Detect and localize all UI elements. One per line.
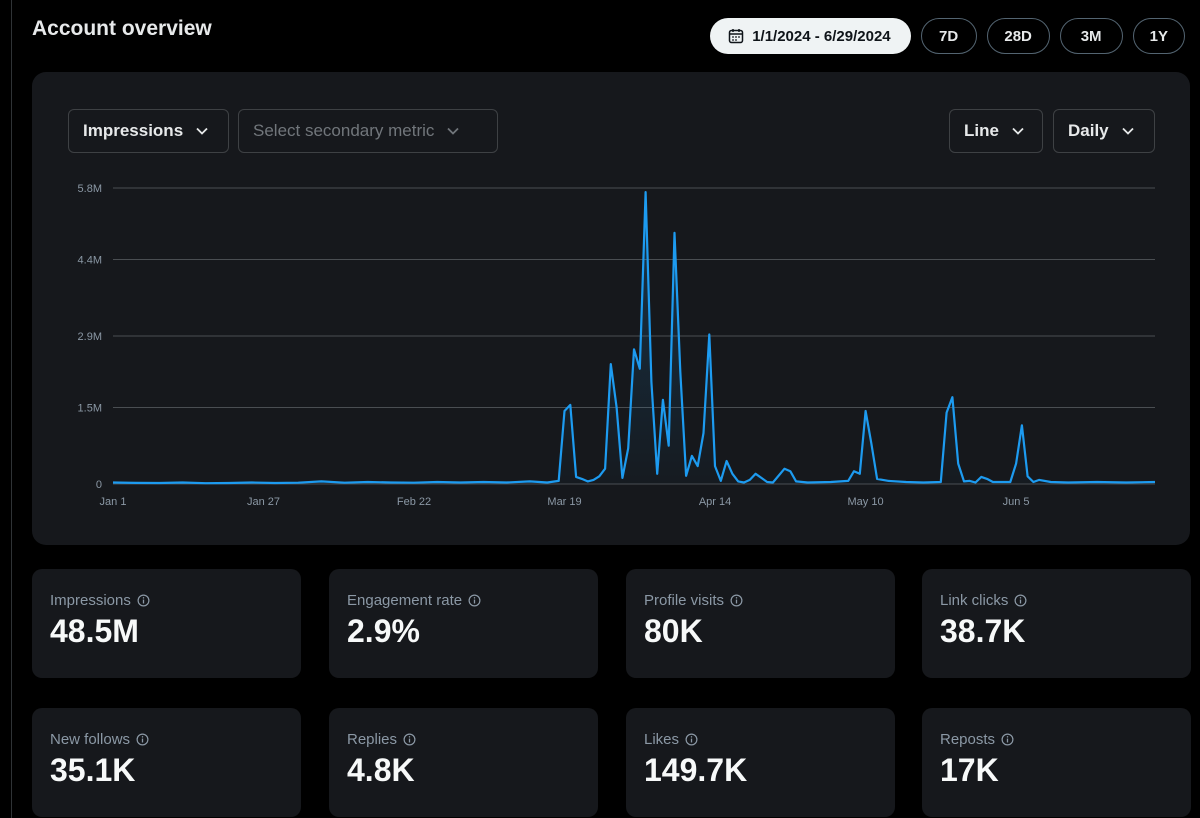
- stat-value: 2.9%: [347, 613, 420, 649]
- x-tick-label: Jan 27: [247, 496, 280, 508]
- info-icon[interactable]: [468, 594, 481, 607]
- info-icon[interactable]: [136, 733, 149, 746]
- stat-value: 80K: [644, 613, 703, 649]
- stat-card-replies[interactable]: Replies 4.8K: [329, 708, 598, 817]
- interval-label: Daily: [1068, 121, 1109, 140]
- info-icon[interactable]: [403, 733, 416, 746]
- stat-card-link-clicks[interactable]: Link clicks 38.7K: [922, 569, 1191, 678]
- impressions-line[interactable]: [112, 191, 1156, 485]
- page-title: Account overview: [32, 17, 212, 40]
- stat-card-likes[interactable]: Likes 149.7K: [626, 708, 895, 817]
- secondary-metric-placeholder: Select secondary metric: [253, 121, 435, 140]
- stat-value: 35.1K: [50, 752, 136, 788]
- chevron-down-icon: [1122, 127, 1134, 135]
- range-3m-button[interactable]: 3M: [1059, 18, 1123, 54]
- stat-value: 4.8K: [347, 752, 415, 788]
- stat-label: Link clicks: [940, 592, 1009, 609]
- impressions-area: [113, 192, 1155, 484]
- primary-metric-label: Impressions: [83, 121, 184, 140]
- y-tick-label: 0: [96, 479, 102, 491]
- range-1y-button[interactable]: 1Y: [1132, 18, 1185, 54]
- stat-label: Replies: [347, 731, 398, 748]
- y-tick-label: 1.5M: [78, 402, 102, 414]
- info-icon[interactable]: [1001, 733, 1014, 746]
- stat-label: New follows: [50, 731, 131, 748]
- stat-value: 149.7K: [644, 752, 748, 788]
- info-icon[interactable]: [730, 594, 743, 607]
- date-range-bar: 1/1/2024 - 6/29/2024 7D 28D 3M 1Y: [710, 18, 1185, 54]
- date-range-button[interactable]: 1/1/2024 - 6/29/2024: [710, 18, 911, 54]
- stat-card-impressions[interactable]: Impressions 48.5M: [32, 569, 301, 678]
- chevron-down-icon: [1012, 127, 1024, 135]
- range-28d-button[interactable]: 28D: [986, 18, 1050, 54]
- x-tick-label: Apr 14: [699, 496, 731, 508]
- info-icon[interactable]: [1014, 594, 1027, 607]
- stat-value: 17K: [940, 752, 999, 788]
- x-tick-label: Jan 1: [100, 496, 127, 508]
- info-icon[interactable]: [137, 594, 150, 607]
- y-tick-label: 4.4M: [78, 254, 102, 266]
- x-tick-label: Mar 19: [547, 496, 581, 508]
- stat-card-new-follows[interactable]: New follows 35.1K: [32, 708, 301, 817]
- range-7d-button[interactable]: 7D: [920, 18, 977, 54]
- stat-value: 38.7K: [940, 613, 1026, 649]
- stat-label: Reposts: [940, 731, 996, 748]
- primary-metric-dropdown[interactable]: Impressions: [68, 109, 229, 153]
- y-tick-label: 5.8M: [78, 183, 102, 195]
- stat-card-engagement-rate[interactable]: Engagement rate 2.9%: [329, 569, 598, 678]
- stat-value: 48.5M: [50, 613, 139, 649]
- stat-card-reposts[interactable]: Reposts 17K: [922, 708, 1191, 817]
- stat-card-profile-visits[interactable]: Profile visits 80K: [626, 569, 895, 678]
- date-range-label: 1/1/2024 - 6/29/2024: [752, 27, 891, 45]
- chart-type-dropdown[interactable]: Line: [949, 109, 1043, 153]
- stat-label: Profile visits: [644, 592, 725, 609]
- secondary-metric-dropdown[interactable]: Select secondary metric: [238, 109, 498, 153]
- left-divider: [11, 0, 12, 818]
- stat-label: Impressions: [50, 592, 131, 609]
- chart-type-label: Line: [964, 121, 999, 140]
- x-tick-label: Jun 5: [1003, 496, 1030, 508]
- x-tick-label: May 10: [848, 496, 884, 508]
- chart-card: Impressions Select secondary metric Line…: [32, 72, 1190, 545]
- interval-dropdown[interactable]: Daily: [1053, 109, 1155, 153]
- impressions-chart: 5.8M 4.4M 2.9M 1.5M 0 Jan 1 Jan 27 Feb 22 Mar 1…: [78, 183, 1156, 508]
- chevron-down-icon: [196, 127, 208, 135]
- x-tick-label: Feb 22: [397, 496, 431, 508]
- stat-label: Likes: [644, 731, 680, 748]
- calendar-icon: [728, 29, 744, 44]
- stat-label: Engagement rate: [347, 592, 463, 609]
- info-icon[interactable]: [685, 733, 698, 746]
- chevron-down-icon: [447, 127, 460, 135]
- y-tick-label: 2.9M: [78, 331, 102, 343]
